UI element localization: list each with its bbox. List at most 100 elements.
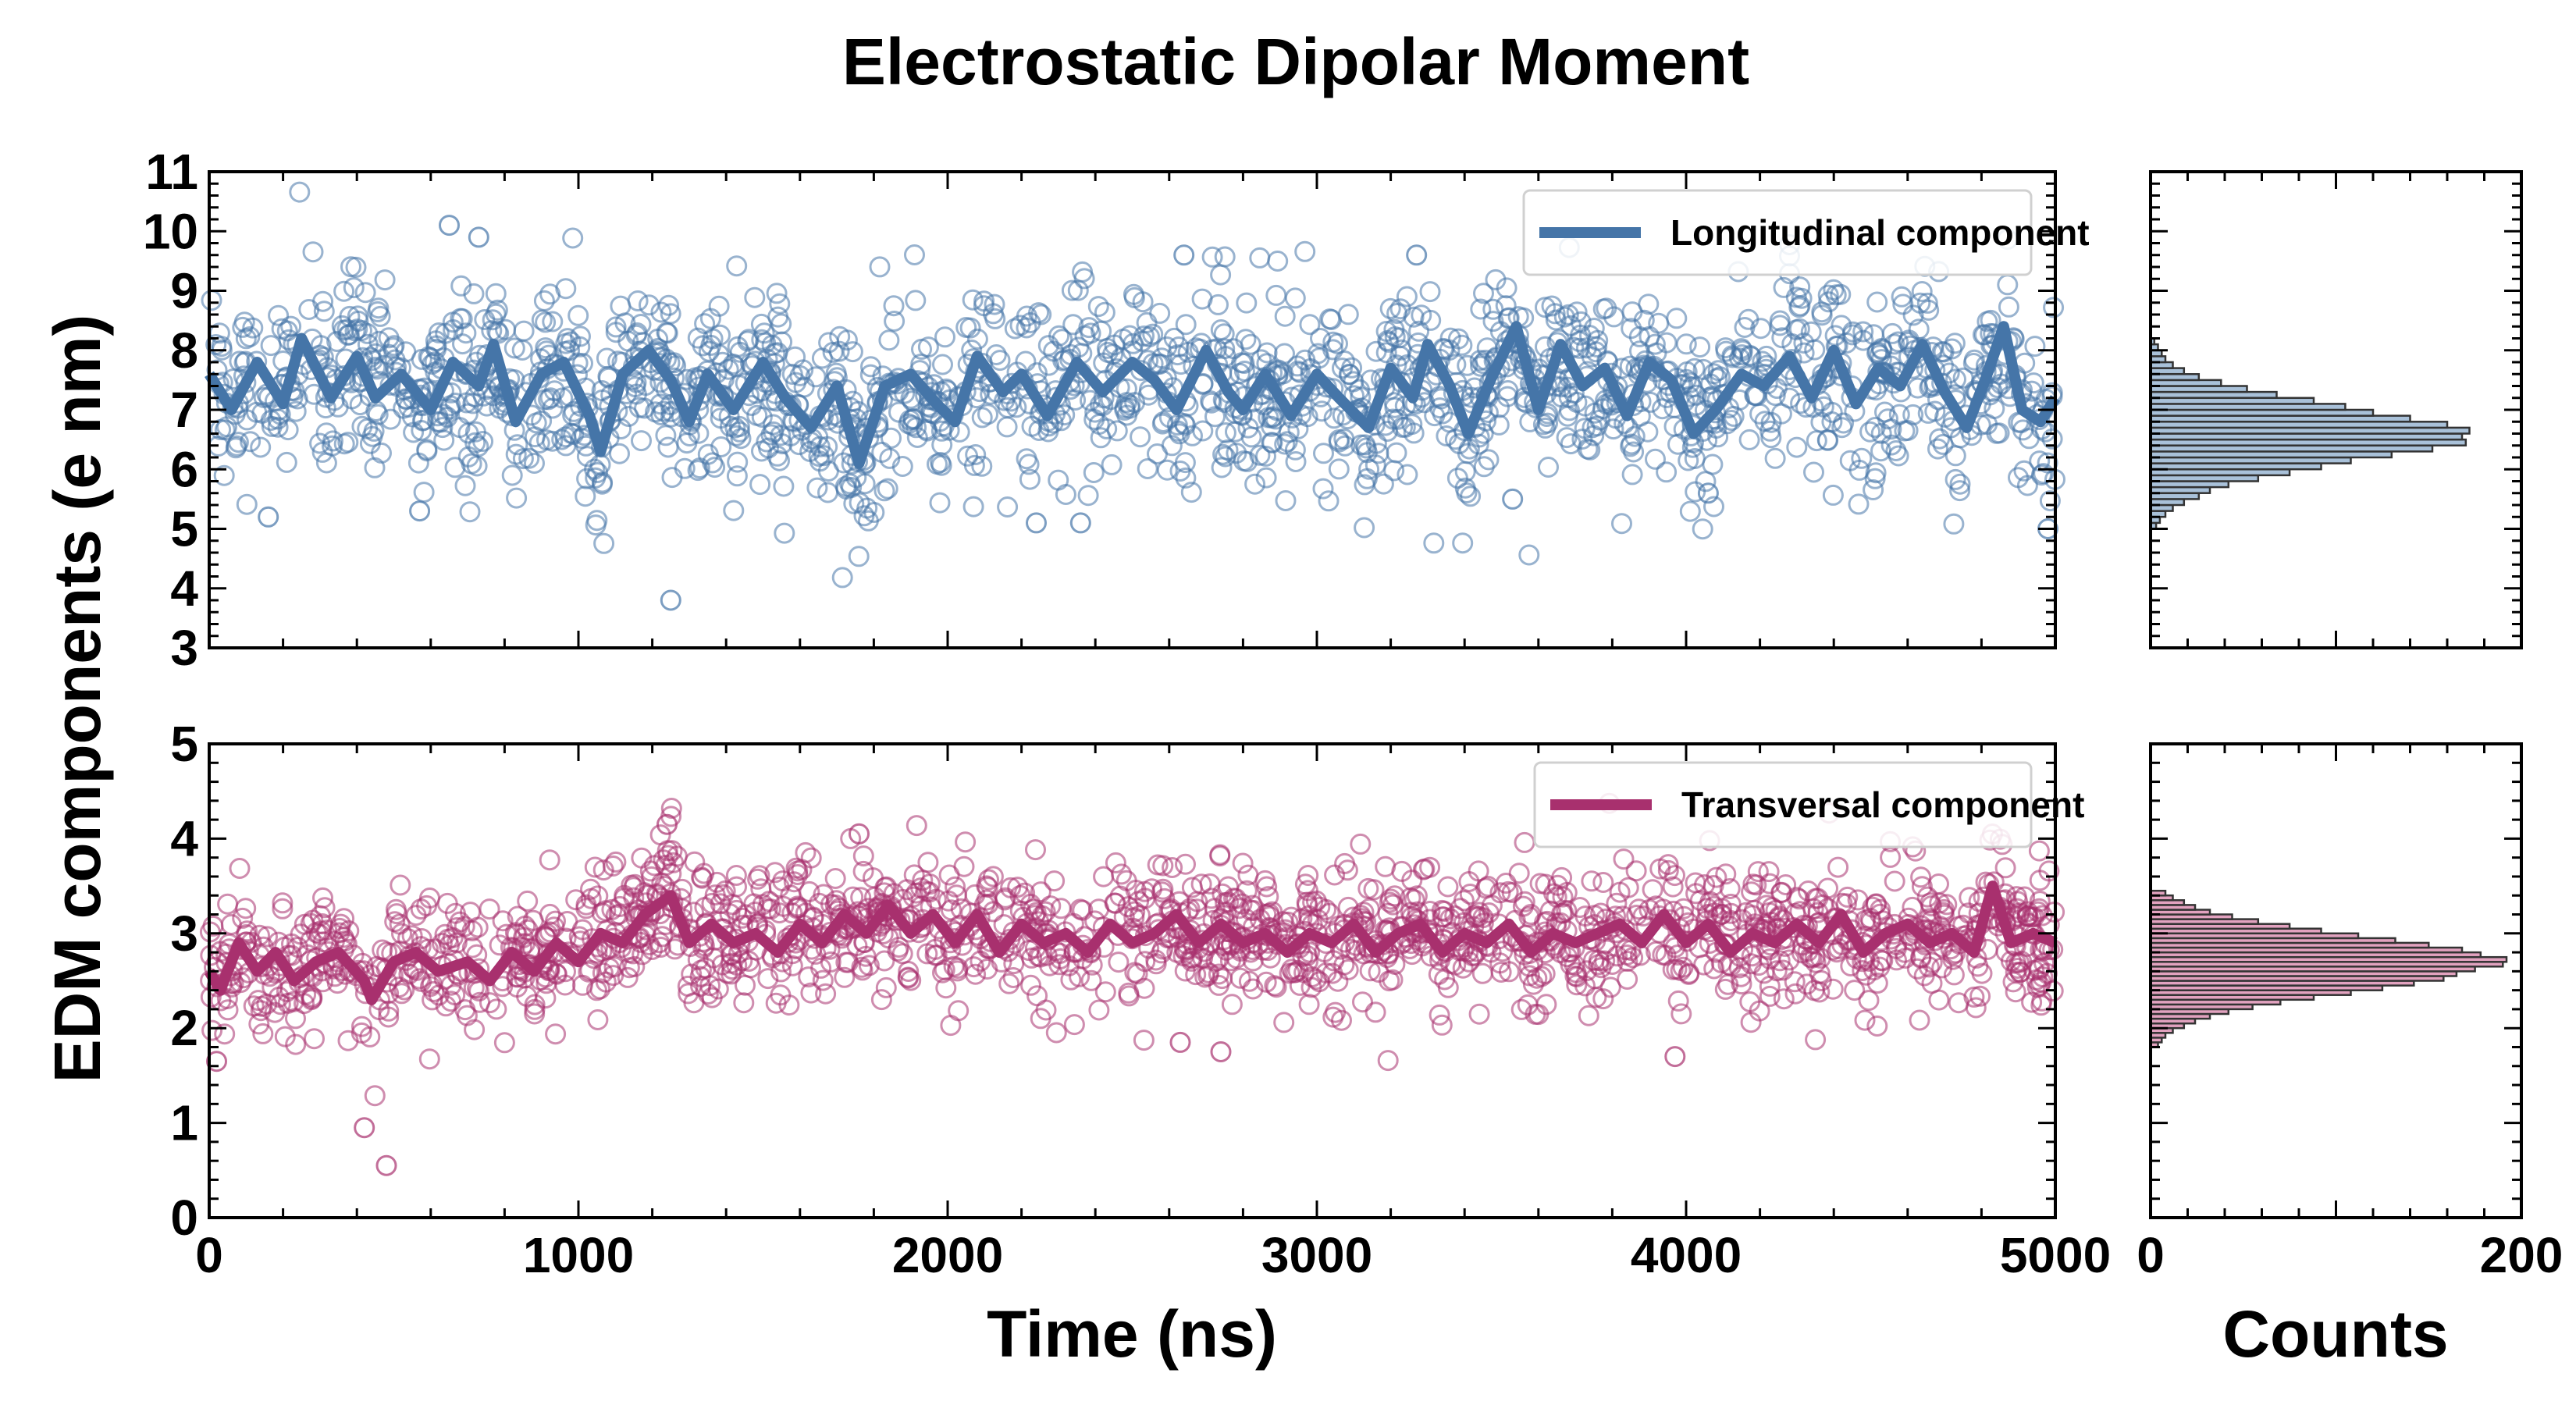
scatter-point (519, 938, 541, 960)
scatter-point (1793, 342, 1815, 364)
scatter-point (1844, 980, 1866, 1001)
scatter-point (1805, 1029, 1827, 1051)
scatter-point (1167, 344, 1189, 366)
scatter-point (770, 313, 792, 335)
x-tick-labels: 0 1000 2000 3000 4000 5000 (195, 1227, 2111, 1283)
scatter-point (1697, 482, 1719, 504)
scatter-point (1236, 880, 1258, 902)
scatter-point (769, 450, 790, 471)
scatter-point (1201, 887, 1222, 909)
scatter-point (530, 348, 552, 370)
scatter-point (312, 887, 333, 909)
scatter-point (538, 389, 560, 411)
scatter-point (1357, 877, 1379, 899)
scatter-point (1769, 310, 1791, 332)
scatter-point (1350, 833, 1372, 855)
scatter-point (1759, 420, 1781, 442)
scatter-point (694, 313, 716, 335)
y-tick-label: 1 (170, 1095, 198, 1151)
scatter-point (1949, 473, 1971, 495)
y-tick-label: 4 (170, 810, 198, 866)
scatter-point (757, 968, 779, 990)
histogram-x-tick-label: 200 (2480, 1227, 2564, 1283)
scatter-point (1175, 314, 1197, 336)
scatter-point (1578, 1005, 1599, 1026)
scatter-point (517, 890, 539, 912)
scatter-point (217, 893, 239, 915)
scatter-point (1341, 357, 1363, 379)
scatter-point (1971, 962, 1993, 984)
bottom-legend-box (1533, 761, 2033, 848)
scatter-point (1313, 443, 1334, 464)
scatter-point (507, 434, 528, 456)
scatter-point (452, 333, 473, 355)
bottom-moving-average-line (204, 880, 2058, 1005)
scatter-point (1570, 311, 1592, 333)
scatter-point (287, 937, 308, 958)
scatter-point (858, 955, 880, 976)
scatter-point (785, 857, 807, 879)
scatter-point (631, 430, 652, 452)
scatter-point (813, 445, 835, 467)
scatter-point (1054, 404, 1076, 426)
scatter-point (966, 328, 988, 350)
scatter-point (444, 457, 466, 478)
scatter-point (1902, 304, 1924, 326)
bottom-histogram-ticks (2149, 742, 2523, 1219)
scatter-point (863, 867, 884, 889)
scatter-point (976, 889, 998, 911)
scatter-point (671, 878, 693, 900)
scatter-point (1080, 969, 1102, 991)
scatter-point (587, 1009, 609, 1030)
scatter-point (1477, 876, 1499, 897)
scatter-point (849, 823, 870, 845)
scatter-point (1703, 958, 1725, 980)
scatter-point (511, 340, 533, 361)
scatter-point (1611, 513, 1632, 535)
scatter-point (1471, 962, 1493, 984)
scatter-point (900, 387, 922, 409)
scatter-point (1965, 997, 1987, 1019)
scatter-point (363, 420, 385, 442)
scatter-point (368, 330, 390, 352)
scatter-point (1285, 451, 1307, 472)
scatter-point (439, 215, 460, 237)
scatter-point (243, 995, 265, 1017)
scatter-point (710, 407, 731, 429)
scatter-point (898, 961, 920, 982)
scatter-point (875, 976, 897, 998)
scatter-point (1221, 994, 1243, 1016)
scatter-point (751, 380, 773, 402)
scatter-point (720, 963, 742, 985)
scatter-point (1810, 411, 1832, 433)
scatter-point (807, 426, 829, 448)
scatter-point (1945, 368, 1966, 390)
scatter-point (591, 380, 613, 401)
scatter-point (649, 932, 671, 954)
scatter-point (1759, 985, 1781, 1007)
scatter-point (1389, 298, 1411, 320)
scatter-point (768, 876, 790, 898)
scatter-point (749, 865, 770, 887)
scatter-point (298, 299, 320, 320)
scatter-point (1673, 898, 1695, 919)
y-tick-label: 7 (170, 382, 198, 438)
top-legend: Longitudinal component (1522, 189, 2090, 276)
scatter-point (2005, 962, 2026, 984)
scatter-point (386, 903, 407, 925)
scatter-point (409, 500, 431, 522)
scatter-point (1242, 978, 1264, 1000)
scatter-point (285, 1008, 306, 1030)
scatter-point (900, 969, 922, 991)
scatter-point (1256, 342, 1278, 364)
scatter-point (1014, 882, 1036, 904)
scatter-point (312, 971, 333, 993)
scatter-point (1090, 427, 1112, 449)
scatter-point (1432, 906, 1453, 928)
scatter-point (957, 445, 979, 467)
scatter-point (1910, 946, 1932, 968)
scatter-point (1294, 240, 1316, 262)
scatter-point (268, 304, 290, 326)
scatter-point (1678, 962, 1700, 984)
scatter-point (1167, 927, 1189, 948)
